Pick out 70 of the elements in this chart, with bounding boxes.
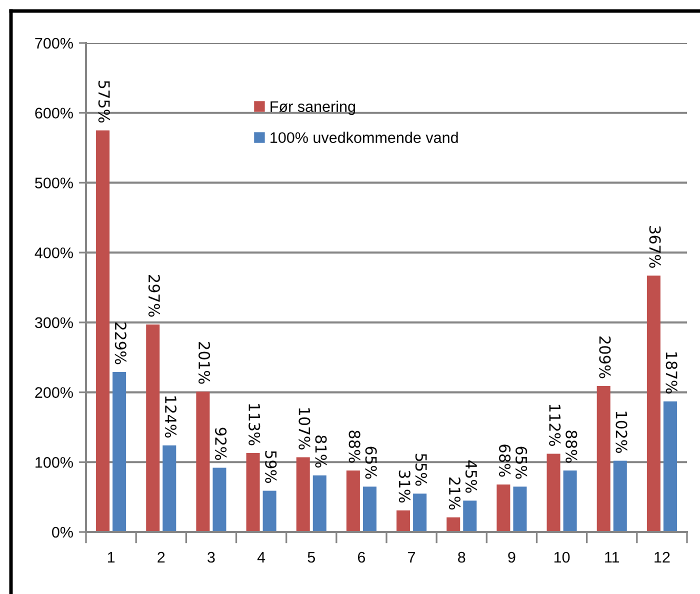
data-label: 92% [215,428,227,460]
bar [596,386,610,532]
y-tick-label: 300% [35,317,73,328]
bar [196,392,210,532]
x-tick-label: 11 [605,552,620,563]
y-tick-label: 400% [34,247,73,258]
y-tick-label: 500% [35,178,73,188]
x-tick-label: 9 [508,552,516,563]
data-label: 55% [415,454,427,486]
x-tick-label: 3 [208,552,215,563]
bar [146,324,160,532]
bar [362,486,376,532]
bar [346,470,360,532]
data-label: 113% [248,404,260,446]
x-tick-label: 5 [308,552,315,563]
x-tick-label: 12 [654,552,670,563]
data-label: 88% [566,430,578,463]
x-tick-label: 6 [358,552,366,563]
data-label: 367% [649,226,661,268]
data-label: 575% [98,80,110,123]
bar [413,494,427,532]
bar [162,445,176,532]
data-label: 68% [499,444,511,477]
bar [296,457,310,532]
data-label: 59% [265,451,277,483]
data-label: 297% [148,275,160,317]
bar [446,517,460,532]
bar [212,468,226,532]
bar [463,500,477,532]
data-label: 209% [599,336,611,378]
data-label: 65% [516,446,528,479]
y-tick-label: 600% [35,108,73,119]
data-label: 65% [365,446,377,479]
y-tick-label: 100% [36,457,73,468]
legend-label: 100% uvedkommende vand [270,132,458,144]
data-label: 124% [164,396,177,438]
data-label: 102% [616,412,628,453]
bar [496,484,510,532]
x-tick-label: 1 [108,552,115,563]
bar [513,486,527,532]
bar [396,510,410,532]
bar [246,453,260,532]
data-label: 31% [398,470,410,503]
data-label: 187% [666,352,678,394]
legend-label: Før sanering [270,100,356,115]
x-tick-label: 10 [554,552,570,563]
data-label: 112% [549,404,561,446]
y-tick-label: 0% [52,526,73,538]
x-tick-label: 4 [257,552,266,563]
bar [646,276,660,532]
data-label: 107% [298,408,310,450]
bar [262,490,276,532]
y-tick-label: 200% [35,387,73,398]
bar [112,372,126,532]
bar [563,470,577,532]
x-tick-label: 8 [458,552,466,563]
bar [546,454,560,532]
data-label: 229% [114,322,126,364]
bar [613,460,627,532]
x-tick-label: 7 [408,552,416,563]
y-tick-label: 700% [35,38,73,49]
bar [663,401,677,532]
bar [312,475,326,532]
x-tick-label: 2 [158,552,165,563]
bar [96,130,110,532]
data-label: 45% [465,460,478,493]
data-label: 88% [348,430,360,463]
data-label: 21% [448,478,460,510]
data-label: 81% [315,436,327,468]
data-label: 201% [198,342,210,384]
